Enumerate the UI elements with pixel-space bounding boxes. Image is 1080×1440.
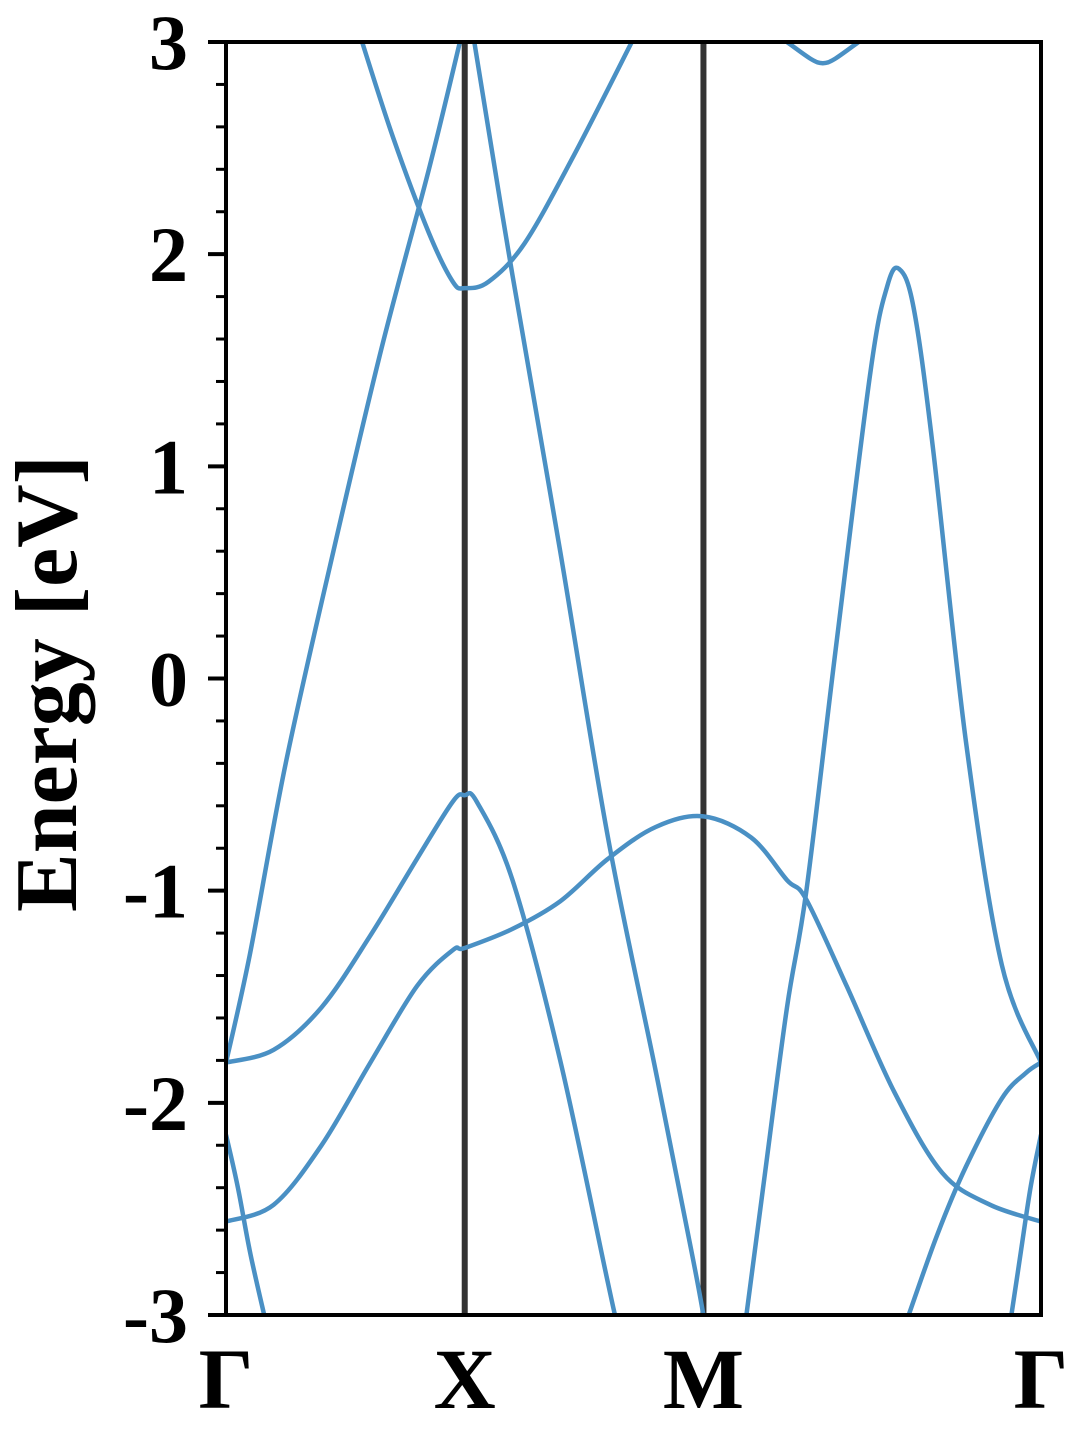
y-axis-title: Energy [eV]	[0, 455, 96, 912]
x-tick-label: Γ	[199, 1331, 254, 1427]
y-tick-labels: -3 -2 -1 0 1 2 3	[123, 0, 188, 1359]
x-tick-label: M	[663, 1331, 744, 1427]
y-tick-label: -1	[123, 848, 188, 935]
y-tick-label: -2	[123, 1060, 188, 1147]
y-major-ticks	[208, 40, 226, 1317]
band-lines	[226, 42, 1041, 1315]
y-tick-label: 0	[149, 636, 188, 723]
y-tick-label: 3	[149, 0, 188, 86]
band-line	[359, 42, 634, 291]
y-tick-label: 1	[149, 423, 188, 510]
y-tick-label: 2	[149, 211, 188, 298]
x-tick-label: Γ	[1014, 1331, 1069, 1427]
band-line	[226, 813, 1041, 1224]
band-line	[785, 42, 860, 66]
band-line	[1009, 1134, 1041, 1315]
high-symmetry-dividers	[461, 42, 707, 1315]
band-line	[226, 42, 463, 1063]
x-tick-label: X	[434, 1331, 496, 1427]
band-line	[744, 265, 1041, 1315]
band-line	[472, 42, 706, 1315]
band-line	[226, 790, 618, 1315]
y-tick-label: -3	[123, 1272, 188, 1359]
band-line	[226, 1134, 267, 1315]
band-line	[906, 1060, 1041, 1315]
plot-frame	[224, 40, 1043, 1317]
